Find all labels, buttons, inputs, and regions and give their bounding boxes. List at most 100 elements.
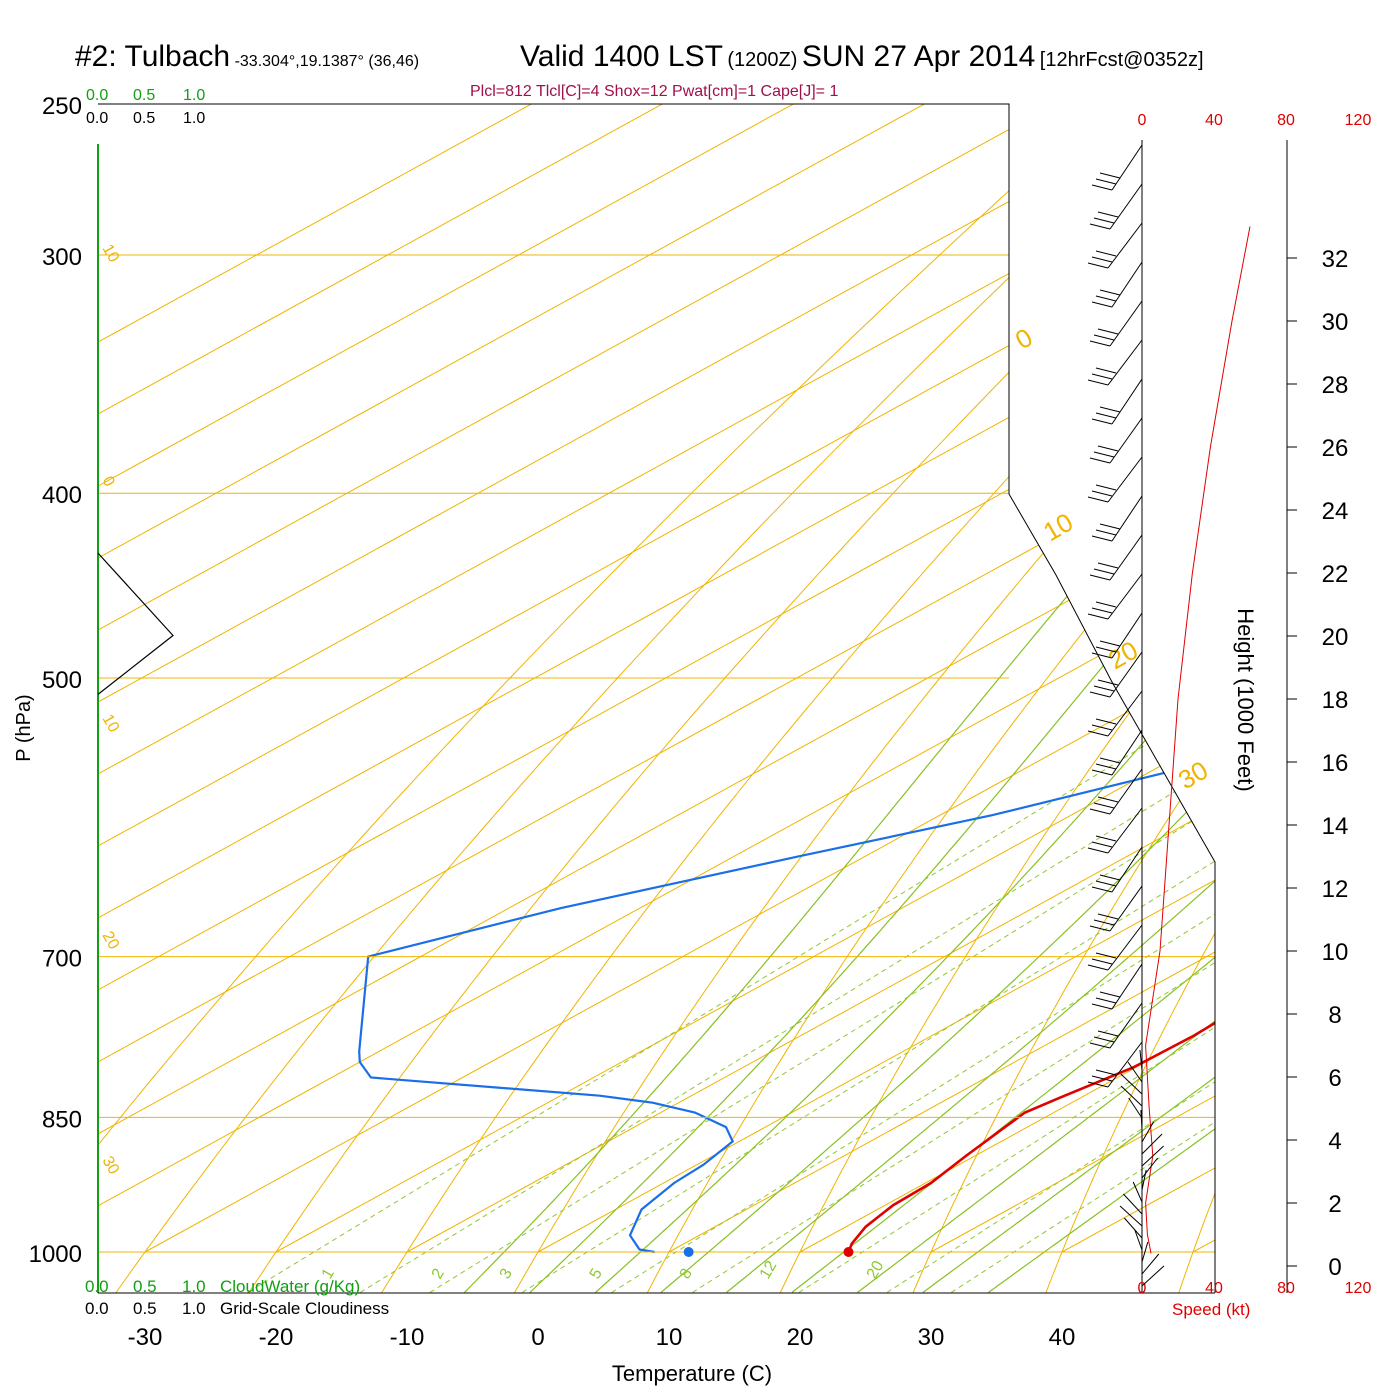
cloudwater-label: CloudWater (g/Kg): [220, 1277, 360, 1296]
mixing-ratio-label: 12: [757, 1258, 781, 1282]
wind-barb-flag: [1097, 562, 1119, 569]
wind-barb-flag: [1095, 1069, 1117, 1076]
wind-barb-flag: [1095, 952, 1117, 959]
temperature-tick-label: -20: [259, 1324, 294, 1351]
top-cloudwater-tick: 0.0: [86, 87, 108, 104]
sounding-indices: Plcl=812 Tlcl[C]=4 Shox=12 Pwat[cm]=1 Ca…: [470, 83, 839, 100]
mixing-ratio-label: 20: [864, 1258, 888, 1282]
wind-barb-flag: [1097, 328, 1119, 335]
mixing-ratio-line: [951, 492, 1215, 1293]
wind-barb-flag: [1095, 880, 1117, 887]
mixing-ratio-line: [798, 492, 1215, 1293]
wind-barb-flag: [1091, 841, 1113, 848]
isotherm-label-right: 0: [1010, 322, 1038, 355]
wind-barb-flag: [1095, 997, 1117, 1004]
isotherm-line: [98, 104, 1215, 1253]
wind-barb-flag: [1091, 1075, 1113, 1082]
wind-barb: [1107, 807, 1143, 854]
height-tick-label: 16: [1322, 750, 1349, 777]
height-axis-label: Height (1000 Feet): [1233, 608, 1258, 791]
isotherm-label-left: 10: [99, 712, 123, 736]
wind-barb-flag: [1091, 769, 1113, 776]
bottom-cloudiness-tick: 0.0: [85, 1299, 109, 1318]
wind-barb: [1111, 144, 1143, 191]
dry-adiabat: [1165, 104, 1215, 1293]
top-cloudiness-tick: 1.0: [183, 110, 205, 127]
mixing-ratio-line: [886, 492, 1215, 1293]
y-axis-label: P (hPa): [13, 694, 35, 761]
moist-adiabat: [464, 104, 1215, 1293]
isotherm-label-left: 30: [99, 1154, 123, 1178]
isotherm-label-right: 10: [1038, 507, 1078, 547]
wind-tick-bottom: 40: [1205, 1280, 1223, 1297]
plot-frame: [98, 103, 1216, 1293]
wind-barb-flag: [1099, 406, 1121, 413]
surface-temperature-dot: [843, 1247, 854, 1257]
height-tick-label: 6: [1328, 1065, 1341, 1092]
wind-barb-flag: [1095, 763, 1117, 770]
wind-barb: [1109, 417, 1143, 464]
isotherm-label-left: 0: [99, 474, 118, 490]
moist-adiabat: [726, 104, 1215, 1293]
wind-barb: [1111, 378, 1143, 425]
wind-barb-flag: [1095, 250, 1117, 257]
wind-barb-low: [1141, 1253, 1160, 1275]
wind-barb-flag: [1087, 262, 1109, 269]
wind-barb-flag: [1093, 451, 1115, 458]
wind-barb-low: [1139, 1049, 1143, 1071]
wind-barb: [1111, 963, 1143, 1010]
height-tick-label: 2: [1328, 1191, 1341, 1218]
pressure-tick-label: 250: [42, 93, 82, 120]
wind-barb-flag: [1095, 835, 1117, 842]
dry-adiabat: [1031, 104, 1215, 1293]
moist-adiabat: [922, 104, 1215, 1293]
wind-barb-flag: [1089, 223, 1111, 230]
isotherm-line: [275, 104, 1215, 1253]
temperature-tick-label: 20: [787, 1324, 814, 1351]
wind-barb: [1107, 339, 1143, 386]
top-cloudwater-tick: 1.0: [183, 87, 205, 104]
mixing-ratio-line: [360, 492, 1215, 1293]
wind-barb-flag: [1091, 607, 1113, 614]
wind-barb-low: [1128, 1097, 1143, 1119]
isotherm-line: [98, 104, 962, 1253]
mixing-ratio-line: [429, 492, 1215, 1293]
wind-barb-low: [1141, 1241, 1149, 1263]
wind-barb-low: [1123, 1193, 1143, 1215]
wind-barb: [1109, 183, 1143, 230]
wind-barb-low: [1134, 1229, 1143, 1251]
wind-barb: [1107, 1041, 1143, 1088]
wind-barb-low: [1141, 1121, 1154, 1143]
wind-barb-flag: [1087, 730, 1109, 737]
height-tick-label: 8: [1328, 1002, 1341, 1029]
dewpoint-profile: [358, 151, 1215, 1254]
moist-adiabat: [857, 104, 1215, 1293]
dry-adiabat: [1301, 70, 1400, 1331]
pressure-tick-label: 500: [42, 667, 82, 694]
height-tick-label: 18: [1322, 687, 1349, 714]
dry-adiabat: [761, 104, 1215, 1293]
temperature-tick-label: 0: [531, 1324, 544, 1351]
height-tick-label: 28: [1322, 372, 1349, 399]
plot-area: [98, 70, 1400, 1331]
wind-barb-flag: [1093, 217, 1115, 224]
valid-zulu: (1200Z): [727, 49, 798, 71]
bottom-cloudwater-tick: 0.5: [133, 1277, 157, 1296]
wind-barb-low: [1120, 1073, 1143, 1095]
isotherm-line: [98, 104, 1215, 1253]
height-tick-label: 10: [1322, 939, 1349, 966]
forecast-info: [12hrFcst@0352z]: [1039, 49, 1204, 71]
wind-barb-flag: [1089, 691, 1111, 698]
wind-barb-flag: [1091, 490, 1113, 497]
wind-barb-flag: [1093, 1036, 1115, 1043]
wind-barb-flag: [1097, 211, 1119, 218]
dry-adiabat: [896, 104, 1215, 1293]
wind-barb: [1111, 846, 1143, 893]
wind-tick-top: 120: [1345, 112, 1372, 129]
wind-barb-flag: [1087, 847, 1109, 854]
wind-barb: [1109, 651, 1143, 698]
isotherm-line: [98, 104, 831, 1253]
wind-barb-low: [1140, 1109, 1143, 1131]
wind-barb-flag: [1099, 640, 1121, 647]
